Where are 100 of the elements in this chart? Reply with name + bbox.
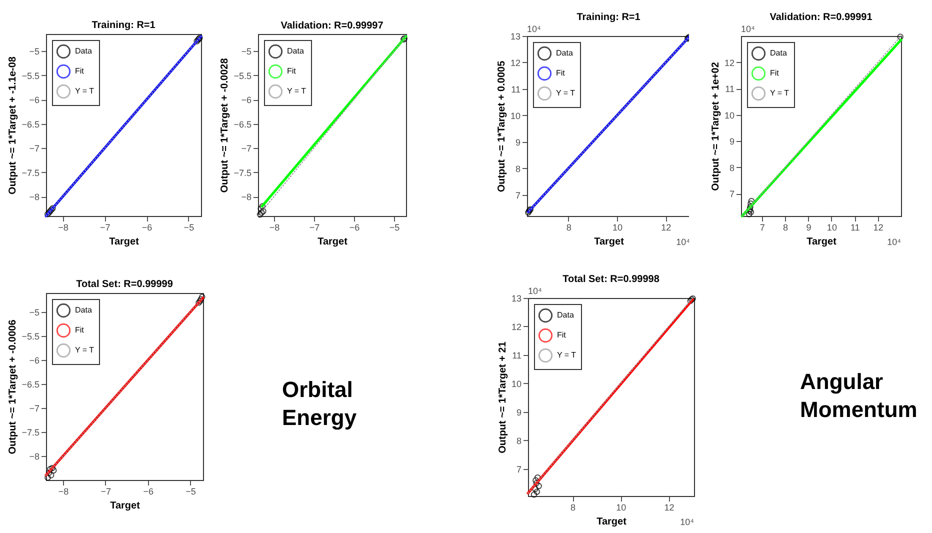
y-tick-label: −7.5 (22, 168, 40, 178)
x-tick-label: −6 (349, 222, 360, 232)
legend-label: Data (287, 46, 304, 56)
y-tick-label: −6.5 (22, 380, 40, 390)
y-axis-title: Output ~= 1*Target + 1e+02 (710, 62, 722, 191)
y-tick-label: −7.5 (22, 428, 40, 438)
text: 10⁴ (680, 517, 694, 527)
y-tick-label: 8 (515, 164, 520, 174)
y-tick-label: −7 (29, 144, 40, 154)
y-tick-label: 10 (510, 110, 520, 121)
y-tick-label: 11 (725, 84, 734, 94)
x-tick-label: −5 (186, 486, 196, 496)
x-tick-label: −7 (100, 486, 112, 496)
y-tick-label: 11 (512, 350, 522, 360)
x-tick-label: 9 (806, 222, 812, 232)
y-tick-label: 8 (729, 162, 734, 173)
x-axis-title: Target (806, 236, 838, 248)
chart-title: Total Set: R=0.99998 (562, 274, 660, 285)
y-tick-label: 12 (510, 58, 520, 68)
x-tick-label: 11 (850, 222, 860, 232)
x-tick-label: −5 (184, 222, 194, 232)
y-tick-label: −5 (241, 46, 252, 56)
x-tick-label: −8 (58, 222, 68, 232)
y-tick-label: 12 (724, 58, 734, 68)
x-tick-label: 12 (873, 222, 884, 232)
y-tick-label: −8 (29, 192, 40, 202)
legend-label: Fit (556, 68, 566, 78)
y-tick-label: −8 (29, 452, 40, 462)
chart-title: Training: R=1 (576, 12, 641, 23)
chart-title: Training: R=1 (92, 20, 156, 32)
legend-label: Data (557, 310, 574, 320)
y-tick-label: 11 (511, 84, 520, 94)
y-tick-label: 10 (724, 110, 734, 120)
y-tick-label: −7 (241, 144, 252, 154)
y-tick-label: 10 (511, 378, 522, 389)
y-tick-label: −6 (29, 356, 40, 366)
legend-label: Data (75, 306, 92, 314)
text: 10⁴ (527, 24, 542, 34)
y-tick-label: 9 (729, 136, 734, 147)
text: 10⁴ (887, 237, 902, 247)
text: Orbital Energy (282, 376, 358, 432)
legend-label: Y = T (287, 86, 306, 96)
x-tick-label: 8 (566, 222, 572, 232)
y-tick-label: −6.5 (22, 119, 40, 130)
text: 10⁴ (528, 286, 542, 296)
y-tick-label: 7 (516, 464, 522, 474)
y-tick-label: −5.5 (22, 332, 40, 342)
y-tick-label: −7.5 (234, 168, 252, 178)
legend-label: Y = T (556, 88, 576, 98)
x-tick-label: −6 (142, 222, 152, 232)
legend-label: Data (770, 48, 788, 58)
legend-label: Fit (770, 68, 780, 78)
y-tick-label: 13 (510, 32, 520, 42)
y-tick-label: 7 (729, 189, 734, 200)
x-axis-title: Target (596, 516, 628, 528)
legend-label: Data (556, 48, 574, 58)
y-tick-label: 13 (511, 294, 522, 304)
chart-title: Total Set: R=0.99999 (76, 279, 174, 290)
x-tick-label: 10 (612, 222, 623, 232)
x-tick-label: 10 (616, 502, 626, 512)
x-axis-title: Target (110, 500, 141, 512)
x-tick-label: −8 (269, 222, 280, 232)
text: 10⁴ (741, 24, 756, 34)
x-tick-label: 8 (570, 502, 576, 512)
y-axis-title: Output ~= 1*Target + -1.1e-08 (8, 56, 19, 194)
legend-label: Fit (75, 66, 85, 76)
legend-label: Y = T (75, 86, 94, 96)
x-tick-label: −7 (100, 222, 110, 232)
legend-label: Y = T (75, 346, 94, 354)
y-tick-label: −6 (29, 95, 40, 106)
y-tick-label: 9 (516, 407, 522, 418)
y-tick-label: 9 (515, 137, 520, 148)
y-tick-label: 12 (511, 322, 522, 332)
y-tick-label: −5.5 (22, 70, 40, 81)
text: Angular Momentum (800, 368, 918, 424)
x-tick-label: −5 (389, 222, 400, 232)
legend-label: Fit (287, 66, 297, 76)
y-tick-label: 8 (516, 436, 522, 446)
y-tick-label: 7 (515, 190, 520, 200)
y-tick-label: −5 (29, 308, 40, 318)
x-tick-label: 8 (783, 222, 788, 232)
x-tick-label: 12 (664, 502, 674, 512)
x-tick-label: 10 (826, 222, 837, 232)
x-tick-label: −6 (143, 486, 154, 496)
y-tick-label: −5 (29, 46, 40, 56)
y-axis-title: Output ~= 1*Target + -0.0006 (8, 319, 19, 454)
chart-title: Validation: R=0.99997 (280, 20, 384, 32)
legend-label: Data (75, 46, 92, 56)
x-tick-label: −8 (58, 486, 69, 496)
x-axis-title: Target (109, 236, 140, 248)
y-tick-label: −7 (29, 404, 40, 414)
y-tick-label: −8 (241, 192, 252, 202)
x-axis-title: Target (594, 236, 625, 248)
y-axis-title: Output ~= 1*Target + 21 (497, 341, 508, 454)
chart-title: Validation: R=0.99991 (770, 12, 873, 23)
legend-label: Y = T (557, 350, 576, 360)
legend-label: Fit (75, 326, 85, 334)
legend-label: Fit (557, 330, 567, 340)
x-axis-title: Target (318, 236, 348, 248)
x-tick-label: −7 (309, 222, 320, 232)
